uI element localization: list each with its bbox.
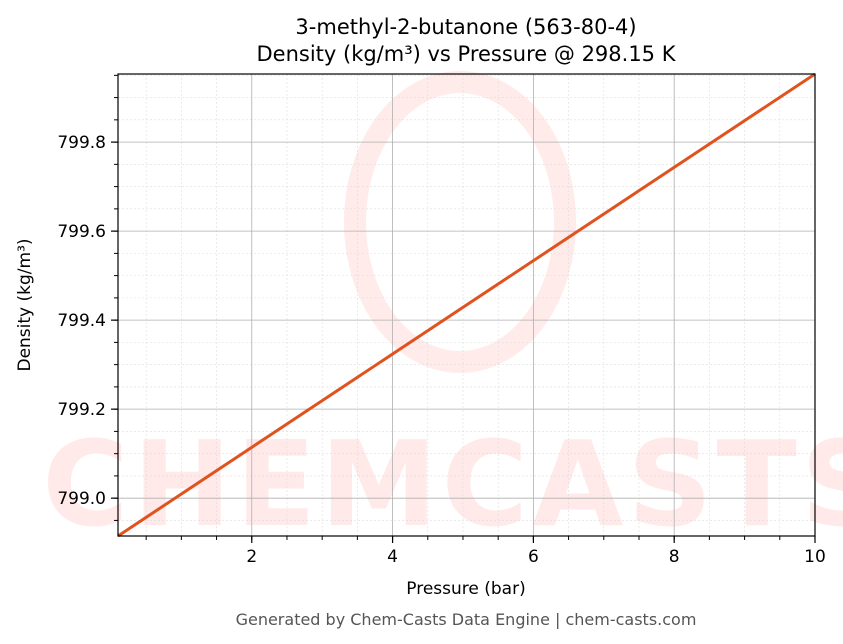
x-tick-label: 2 xyxy=(246,547,257,567)
chart-subtitle: Density (kg/m³) vs Pressure @ 298.15 K xyxy=(256,42,676,66)
y-axis-label: Density (kg/m³) xyxy=(15,238,35,371)
axis-ticks xyxy=(111,74,816,543)
watermark-logo: CHEMCASTS xyxy=(42,71,843,553)
y-tick-label: 799.8 xyxy=(57,133,106,153)
y-tick-label: 799.2 xyxy=(57,400,106,420)
chart-title: 3-methyl-2-butanone (563-80-4) xyxy=(295,15,636,39)
series-layer xyxy=(117,72,816,538)
tick-labels: 2 4 6 8 10 799.0 799.2 799.4 799.6 799.8 xyxy=(57,133,825,567)
footer-text: Generated by Chem-Casts Data Engine | ch… xyxy=(236,610,697,629)
y-tick-label: 799.4 xyxy=(57,311,106,331)
x-tick-label: 4 xyxy=(387,547,398,567)
y-tick-label: 799.0 xyxy=(57,489,106,509)
plot-frame xyxy=(117,73,816,537)
major-grid xyxy=(118,74,816,536)
density-line xyxy=(117,72,816,538)
x-tick-label: 8 xyxy=(669,547,680,567)
x-tick-label: 6 xyxy=(528,547,539,567)
y-tick-label: 799.6 xyxy=(57,222,106,242)
svg-text:CHEMCASTS: CHEMCASTS xyxy=(42,415,843,553)
x-tick-label: 10 xyxy=(804,547,826,567)
x-axis-label: Pressure (bar) xyxy=(406,579,525,599)
